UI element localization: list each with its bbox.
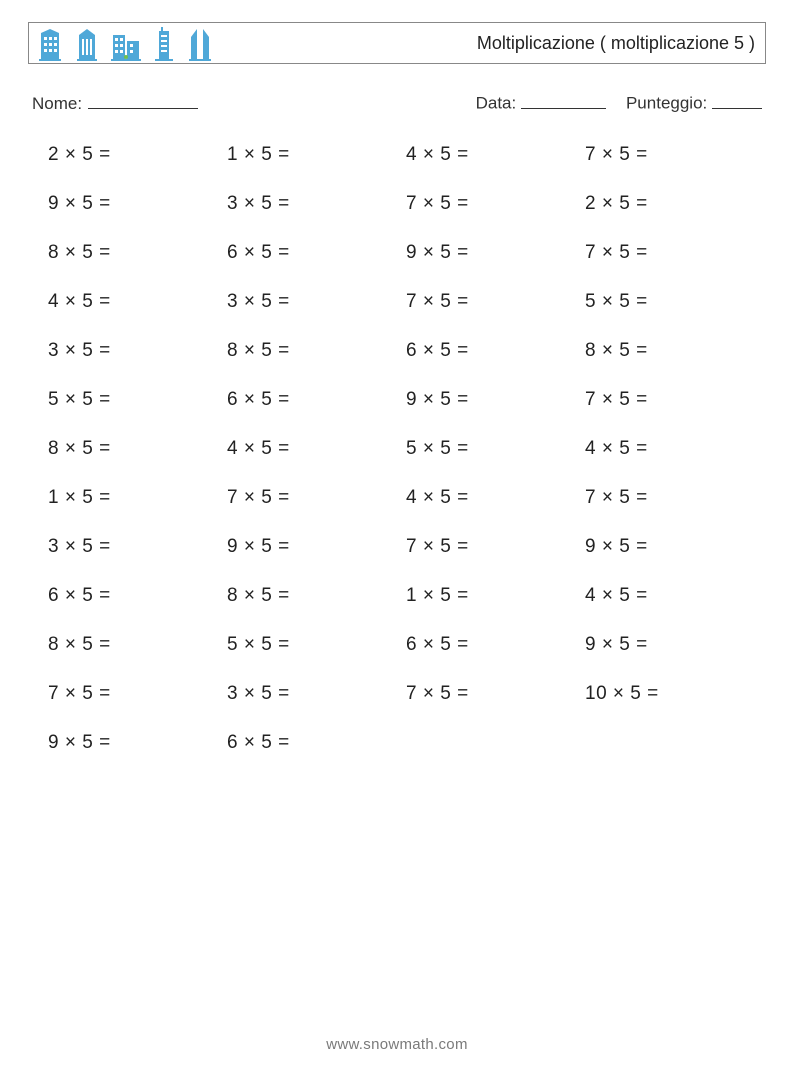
building-icon xyxy=(185,27,215,61)
building-icon xyxy=(73,27,101,61)
problem-cell: 2 × 5 = xyxy=(48,144,217,166)
problem-cell: 7 × 5 = xyxy=(227,487,396,509)
worksheet-title: Moltiplicazione ( moltiplicazione 5 ) xyxy=(477,33,755,54)
footer-url: www.snowmath.com xyxy=(0,1036,794,1053)
name-label: Nome: xyxy=(32,94,82,114)
problem-cell: 4 × 5 = xyxy=(48,291,217,313)
meta-row: Nome: Data: Punteggio: xyxy=(32,90,762,114)
problem-cell: 7 × 5 = xyxy=(585,389,754,411)
date-label: Data: xyxy=(476,94,517,113)
problem-cell: 3 × 5 = xyxy=(227,683,396,705)
problem-cell: 6 × 5 = xyxy=(227,242,396,264)
problem-cell: 7 × 5 = xyxy=(585,487,754,509)
problem-cell: 4 × 5 = xyxy=(585,438,754,460)
problem-cell: 4 × 5 = xyxy=(227,438,396,460)
problem-cell: 3 × 5 = xyxy=(227,291,396,313)
building-icon xyxy=(109,27,143,61)
problem-cell: 9 × 5 = xyxy=(585,634,754,656)
score-blank[interactable] xyxy=(712,90,762,109)
problem-cell: 7 × 5 = xyxy=(585,242,754,264)
score-label: Punteggio: xyxy=(626,94,707,113)
problem-cell: 8 × 5 = xyxy=(48,438,217,460)
problem-cell: 9 × 5 = xyxy=(227,536,396,558)
problem-cell: 2 × 5 = xyxy=(585,193,754,215)
problem-cell: 7 × 5 = xyxy=(406,536,575,558)
date-blank[interactable] xyxy=(521,90,606,109)
problem-cell: 6 × 5 = xyxy=(227,389,396,411)
name-blank[interactable] xyxy=(88,90,198,109)
meta-date: Data: xyxy=(476,90,606,114)
problem-cell: 7 × 5 = xyxy=(48,683,217,705)
problem-cell: 7 × 5 = xyxy=(406,193,575,215)
problem-cell: 4 × 5 = xyxy=(406,144,575,166)
problem-cell: 5 × 5 = xyxy=(48,389,217,411)
problem-cell: 1 × 5 = xyxy=(406,585,575,607)
problem-cell: 9 × 5 = xyxy=(48,732,217,754)
building-icon xyxy=(151,27,177,61)
header-icons xyxy=(35,23,215,63)
problem-cell: 6 × 5 = xyxy=(227,732,396,754)
problem-cell: 7 × 5 = xyxy=(406,683,575,705)
problem-cell: 1 × 5 = xyxy=(227,144,396,166)
worksheet-header: Moltiplicazione ( moltiplicazione 5 ) xyxy=(28,22,766,64)
problem-cell: 6 × 5 = xyxy=(48,585,217,607)
problem-cell: 5 × 5 = xyxy=(585,291,754,313)
problem-cell: 4 × 5 = xyxy=(585,585,754,607)
problem-cell: 6 × 5 = xyxy=(406,634,575,656)
problem-cell: 9 × 5 = xyxy=(585,536,754,558)
problem-cell: 7 × 5 = xyxy=(585,144,754,166)
problem-cell: 9 × 5 = xyxy=(406,389,575,411)
problem-cell: 8 × 5 = xyxy=(227,340,396,362)
meta-name: Nome: xyxy=(32,90,198,114)
problem-cell: 8 × 5 = xyxy=(48,634,217,656)
meta-score: Punteggio: xyxy=(626,90,762,114)
problem-cell: 5 × 5 = xyxy=(227,634,396,656)
problem-cell: 9 × 5 = xyxy=(48,193,217,215)
problem-cell: 6 × 5 = xyxy=(406,340,575,362)
problem-cell: 7 × 5 = xyxy=(406,291,575,313)
building-icon xyxy=(35,27,65,61)
problems-grid: 2 × 5 = 1 × 5 = 4 × 5 = 7 × 5 = 9 × 5 = 3 × 5… xyxy=(0,144,794,754)
problem-cell: 10 × 5 = xyxy=(585,683,754,705)
problem-cell: 4 × 5 = xyxy=(406,487,575,509)
problem-cell: 8 × 5 = xyxy=(227,585,396,607)
problem-cell: 3 × 5 = xyxy=(48,340,217,362)
problem-cell: 3 × 5 = xyxy=(227,193,396,215)
problem-cell: 9 × 5 = xyxy=(406,242,575,264)
problem-cell: 5 × 5 = xyxy=(406,438,575,460)
problem-cell: 8 × 5 = xyxy=(585,340,754,362)
problem-cell: 8 × 5 = xyxy=(48,242,217,264)
problem-cell: 1 × 5 = xyxy=(48,487,217,509)
problem-cell: 3 × 5 = xyxy=(48,536,217,558)
